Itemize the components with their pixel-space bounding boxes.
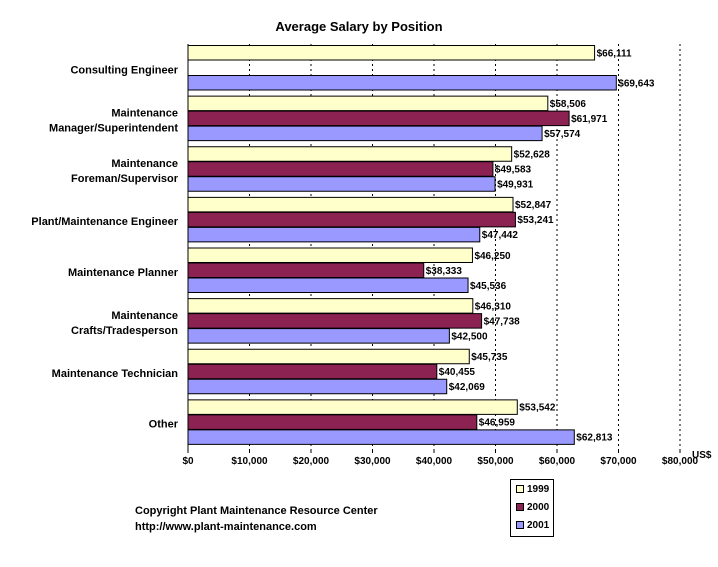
data-label-2000-2: $49,583 (495, 165, 532, 176)
bar-2000-7 (187, 414, 478, 430)
data-label-2000-3: $53,241 (517, 215, 554, 226)
bar-1999-2 (187, 146, 513, 162)
category-label-2-1: Foreman/Supervisor (71, 173, 179, 185)
legend-label-2000: 2000 (527, 502, 550, 513)
legend-item-1999: 1999 (516, 484, 549, 495)
bar-2001-4 (187, 277, 469, 293)
data-label-2001-4: $45,536 (470, 281, 507, 292)
x-tick-label-0: $0 (182, 456, 194, 467)
bar-2000-2 (187, 161, 494, 177)
data-label-2000-6: $40,455 (439, 367, 476, 378)
legend-swatch-2000 (516, 503, 524, 512)
category-label-0-0: Consulting Engineer (70, 64, 178, 76)
category-label-1-0: Maintenance (111, 107, 178, 119)
bar-2001-0 (187, 75, 617, 91)
data-label-1999-7: $53,542 (519, 403, 556, 414)
x-tick-label-50000: $50,000 (477, 456, 514, 467)
bar-1999-3 (187, 196, 514, 213)
x-tick-label-10000: $10,000 (231, 456, 268, 467)
x-tick-label-40000: $40,000 (416, 456, 453, 467)
data-labels-group: $66,111 $69,643 $58,506 $61,971 $57,574 $52,6… (426, 48, 655, 443)
bar-1999-4 (187, 247, 473, 263)
data-label-2000-1: $61,971 (571, 114, 608, 125)
bar-1999-7 (187, 399, 518, 415)
data-label-2001-3: $47,442 (482, 230, 519, 241)
bar-1999-0 (187, 45, 596, 61)
legend-label-1999: 1999 (527, 484, 550, 495)
legend-swatch-2001 (516, 521, 524, 530)
data-label-1999-1: $58,506 (550, 99, 587, 110)
data-label-1999-0: $66,111 (597, 48, 632, 59)
bar-2000-1 (187, 110, 570, 127)
data-label-1999-2: $52,628 (514, 150, 551, 161)
bar-1999-1 (187, 95, 549, 112)
category-label-5-0: Maintenance (111, 310, 178, 322)
bar-2000-4 (187, 262, 425, 278)
data-label-1999-6: $45,735 (471, 352, 508, 363)
bar-2001-5 (187, 328, 450, 344)
data-label-1999-5: $46,310 (475, 301, 512, 312)
bar-2000-5 (187, 313, 483, 329)
bar-2000-6 (187, 363, 438, 380)
bar-2001-1 (187, 125, 543, 142)
data-label-2001-6: $42,069 (449, 382, 486, 393)
category-label-5-1: Crafts/Tradesperson (71, 325, 178, 337)
bar-2001-6 (187, 378, 448, 395)
x-tick-label-20000: $20,000 (293, 456, 330, 467)
category-label-6-0: Maintenance Technician (52, 368, 179, 380)
bar-2001-7 (187, 429, 575, 445)
bar-2001-3 (187, 226, 481, 243)
legend-item-2001: 2001 (516, 520, 549, 531)
copyright-text: Copyright Plant Maintenance Resource Cen… (135, 505, 378, 517)
category-label-3-0: Plant/Maintenance Engineer (31, 216, 178, 228)
data-label-1999-4: $46,250 (474, 251, 511, 262)
category-label-1-1: Manager/Superintendent (49, 122, 178, 134)
data-label-2000-5: $47,738 (484, 316, 521, 327)
chart-title: Average Salary by Position (275, 19, 442, 34)
legend: 1999 2000 2001 (510, 479, 554, 537)
category-labels-group: Consulting Engineer Maintenance Manager/Su… (31, 64, 178, 430)
data-label-2001-0: $69,643 (618, 78, 655, 89)
bar-1999-6 (187, 348, 470, 365)
data-label-1999-3: $52,847 (515, 200, 552, 211)
bar-2001-2 (187, 176, 496, 192)
bar-2000-3 (187, 211, 516, 228)
data-label-2001-1: $57,574 (544, 129, 581, 140)
category-label-7-0: Other (149, 419, 179, 431)
data-label-2000-4: $38,333 (426, 266, 463, 277)
data-label-2001-2: $49,931 (497, 180, 534, 191)
x-axis-unit-label: US$ (692, 450, 712, 461)
category-label-4-0: Maintenance Planner (68, 267, 179, 279)
website-link[interactable]: http://www.plant-maintenance.com (135, 521, 317, 533)
x-tick-label-30000: $30,000 (354, 456, 391, 467)
legend-label-2001: 2001 (527, 520, 550, 531)
category-label-2-0: Maintenance (111, 158, 178, 170)
data-label-2001-7: $62,813 (576, 433, 613, 444)
x-tick-labels-group: $0 $10,000 $20,000 $30,000 $40,000 $50,000 $60… (182, 449, 699, 467)
x-tick-label-60000: $60,000 (539, 456, 576, 467)
x-tick-label-80000: $80,000 (662, 456, 699, 467)
data-label-2001-5: $42,500 (451, 331, 488, 342)
legend-item-2000: 2000 (516, 502, 549, 513)
data-label-2000-7: $46,959 (479, 418, 516, 429)
bar-1999-5 (187, 298, 474, 314)
x-tick-label-70000: $70,000 (600, 456, 637, 467)
legend-swatch-1999 (516, 485, 524, 494)
